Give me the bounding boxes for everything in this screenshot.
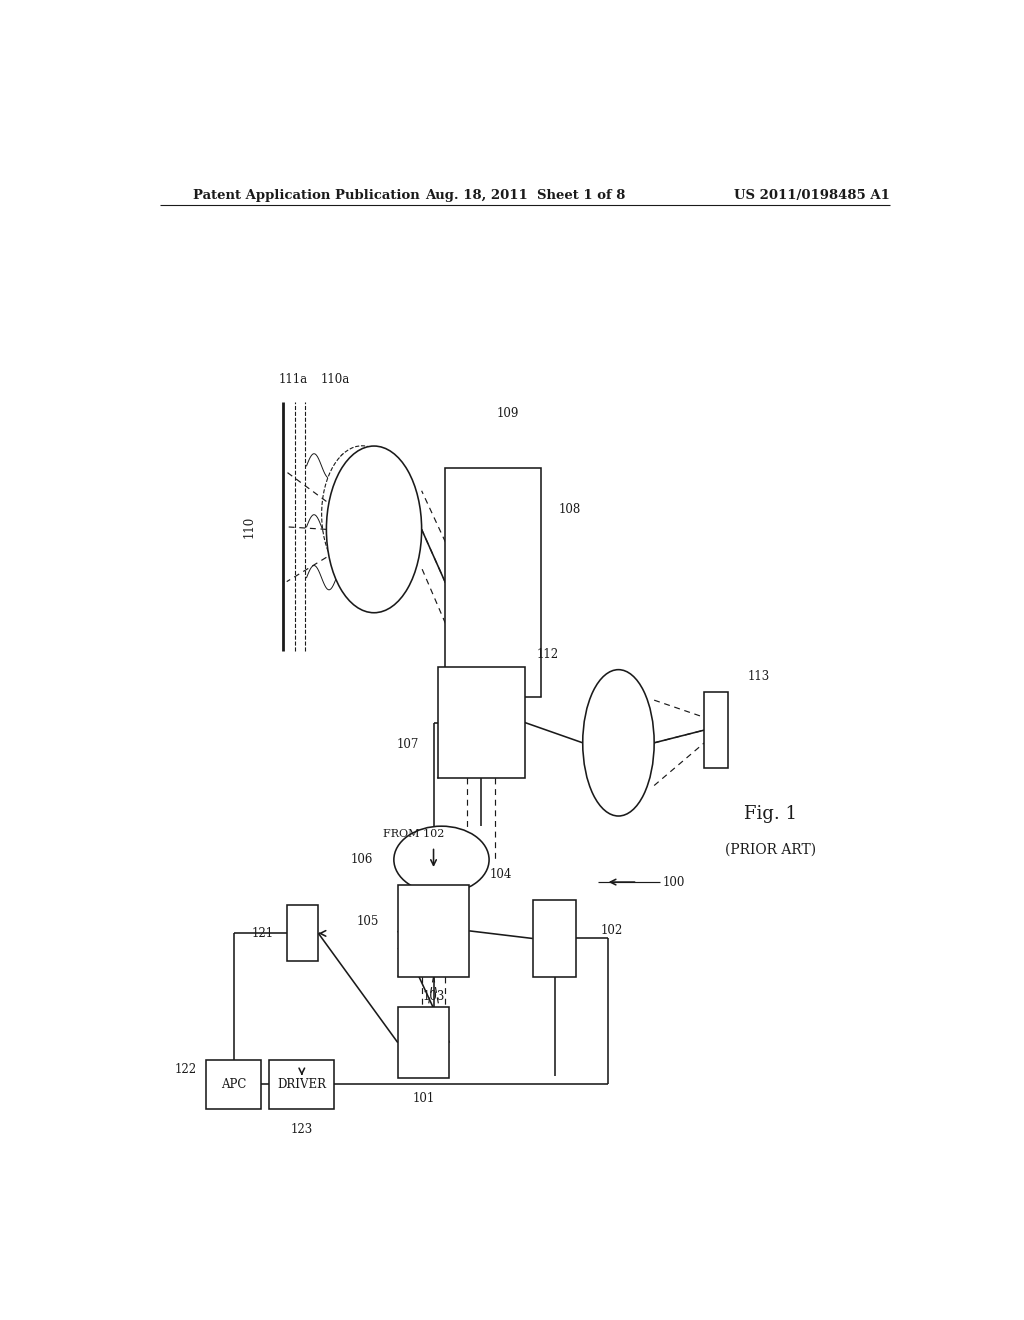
Text: 110a: 110a	[321, 374, 350, 387]
Ellipse shape	[327, 446, 422, 612]
Bar	[397, 886, 469, 977]
Text: DRIVER: DRIVER	[278, 1078, 327, 1090]
Text: 110: 110	[243, 516, 256, 539]
Text: 106: 106	[351, 853, 374, 866]
Text: 103: 103	[422, 990, 444, 1003]
Bar	[206, 1060, 261, 1109]
Text: (PRIOR ART): (PRIOR ART)	[725, 842, 816, 857]
Bar	[705, 692, 728, 768]
Text: 102: 102	[600, 924, 623, 937]
Text: P: P	[354, 550, 362, 564]
Bar	[397, 1007, 450, 1078]
Bar	[437, 667, 524, 779]
Text: 113: 113	[748, 671, 770, 684]
Text: 112: 112	[537, 648, 559, 661]
Text: Fig. 1: Fig. 1	[744, 805, 798, 822]
Ellipse shape	[394, 826, 489, 894]
Text: 100: 100	[663, 875, 685, 888]
Bar	[269, 1060, 334, 1109]
Bar	[287, 906, 318, 961]
Text: 111: 111	[343, 479, 366, 492]
Ellipse shape	[583, 669, 654, 816]
Text: 109: 109	[497, 407, 519, 420]
Text: 101: 101	[413, 1092, 435, 1105]
Text: 107: 107	[396, 738, 419, 751]
Text: Aug. 18, 2011  Sheet 1 of 8: Aug. 18, 2011 Sheet 1 of 8	[425, 189, 625, 202]
Bar	[532, 900, 577, 977]
Text: Patent Application Publication: Patent Application Publication	[194, 189, 420, 202]
Text: FROM 102: FROM 102	[383, 829, 444, 840]
Text: 108: 108	[558, 503, 581, 516]
Text: 123: 123	[291, 1122, 313, 1135]
Text: 105: 105	[356, 915, 379, 928]
Text: 104: 104	[489, 869, 512, 882]
Ellipse shape	[322, 446, 402, 582]
Text: 111a: 111a	[279, 374, 308, 387]
Text: 121: 121	[252, 927, 274, 940]
Text: APC: APC	[221, 1078, 246, 1090]
Text: US 2011/0198485 A1: US 2011/0198485 A1	[734, 189, 890, 202]
Bar	[445, 469, 541, 697]
Text: 122: 122	[175, 1063, 197, 1076]
